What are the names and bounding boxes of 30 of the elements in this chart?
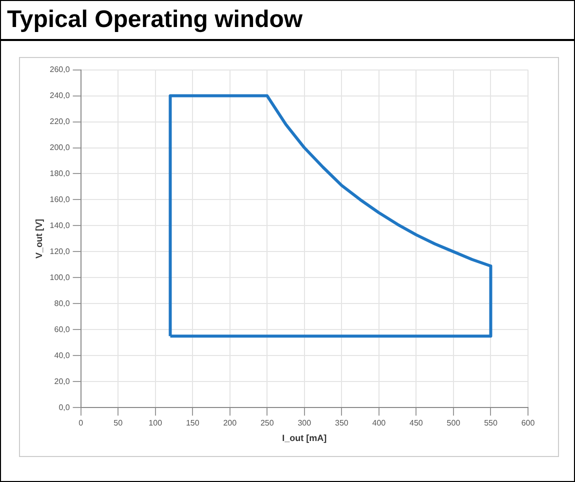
y-tick-label: 240,0 (50, 90, 70, 100)
x-tick-label: 400 (372, 418, 386, 428)
y-tick-label: 20,0 (54, 376, 70, 386)
y-axis-title: V_out [V] (34, 218, 44, 258)
x-tick-label: 450 (410, 418, 424, 428)
y-tick-label: 260,0 (50, 65, 70, 74)
y-tick-label: 180,0 (50, 168, 70, 178)
x-tick-label: 600 (521, 418, 536, 428)
y-tick-label: 40,0 (54, 350, 70, 360)
chart-title: Typical Operating window (1, 1, 574, 41)
x-tick-label: 350 (334, 418, 349, 428)
x-tick-label: 0 (78, 418, 84, 428)
x-axis-title: I_out [mA] (282, 433, 327, 444)
x-tick-label: 500 (446, 418, 461, 428)
y-tick-label: 140,0 (50, 220, 70, 230)
y-tick-label: 120,0 (50, 246, 70, 256)
y-tick-label: 0,0 (58, 402, 70, 412)
x-tick-label: 550 (484, 418, 498, 428)
x-tick-label: 100 (148, 418, 163, 428)
x-tick-label: 200 (223, 418, 238, 428)
y-tick-label: 160,0 (50, 194, 70, 204)
y-tick-label: 60,0 (54, 324, 70, 334)
x-tick-label: 150 (186, 418, 200, 428)
y-tick-label: 80,0 (54, 298, 70, 308)
x-tick-label: 250 (260, 418, 274, 428)
y-tick-label: 100,0 (50, 272, 70, 282)
y-tick-label: 200,0 (50, 142, 70, 152)
x-tick-label: 300 (298, 418, 312, 428)
x-tick-label: 50 (114, 418, 124, 428)
y-tick-label: 220,0 (50, 116, 70, 126)
